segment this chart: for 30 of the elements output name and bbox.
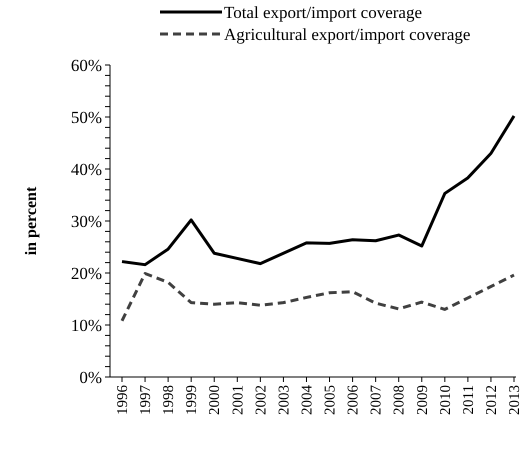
x-tick-label: 1997	[138, 384, 154, 415]
x-tick-label: 1996	[115, 384, 131, 415]
x-tick-label: 2006	[346, 384, 362, 415]
y-tick-label: 20%	[70, 264, 102, 283]
legend-label: Total export/import coverage	[224, 2, 422, 22]
x-tick-label: 2004	[299, 384, 316, 415]
x-tick-label: 2010	[438, 385, 454, 415]
y-axis-title: in percent	[23, 186, 40, 256]
legend-label: Agricultural export/import coverage	[224, 24, 470, 44]
y-tick-label: 30%	[70, 212, 102, 231]
y-tick-label: 40%	[70, 160, 102, 179]
x-tick-label: 2000	[207, 385, 224, 415]
line-series	[120, 114, 516, 266]
y-tick-label: 0%	[79, 368, 102, 387]
y-tick-label: 50%	[70, 108, 102, 127]
x-tick-label: 2002	[253, 385, 270, 415]
y-tick-label: 60%	[70, 56, 102, 75]
x-tick-label: 1998	[161, 385, 178, 415]
x-tick-label: 2011	[460, 385, 477, 414]
x-tick-label: 2003	[276, 385, 292, 415]
x-tick-label: 2009	[414, 385, 431, 415]
x-tick-label: 2007	[368, 384, 385, 415]
x-tick-label: 2005	[322, 385, 339, 415]
x-tick-label: 2013	[507, 385, 523, 415]
line-series	[120, 272, 516, 322]
x-tick-label: 2008	[392, 385, 408, 415]
y-tick-label: 10%	[70, 316, 102, 335]
x-tick-label: 1999	[184, 385, 200, 415]
x-tick-label: 2012	[484, 385, 500, 415]
x-tick-label: 2001	[230, 385, 246, 415]
